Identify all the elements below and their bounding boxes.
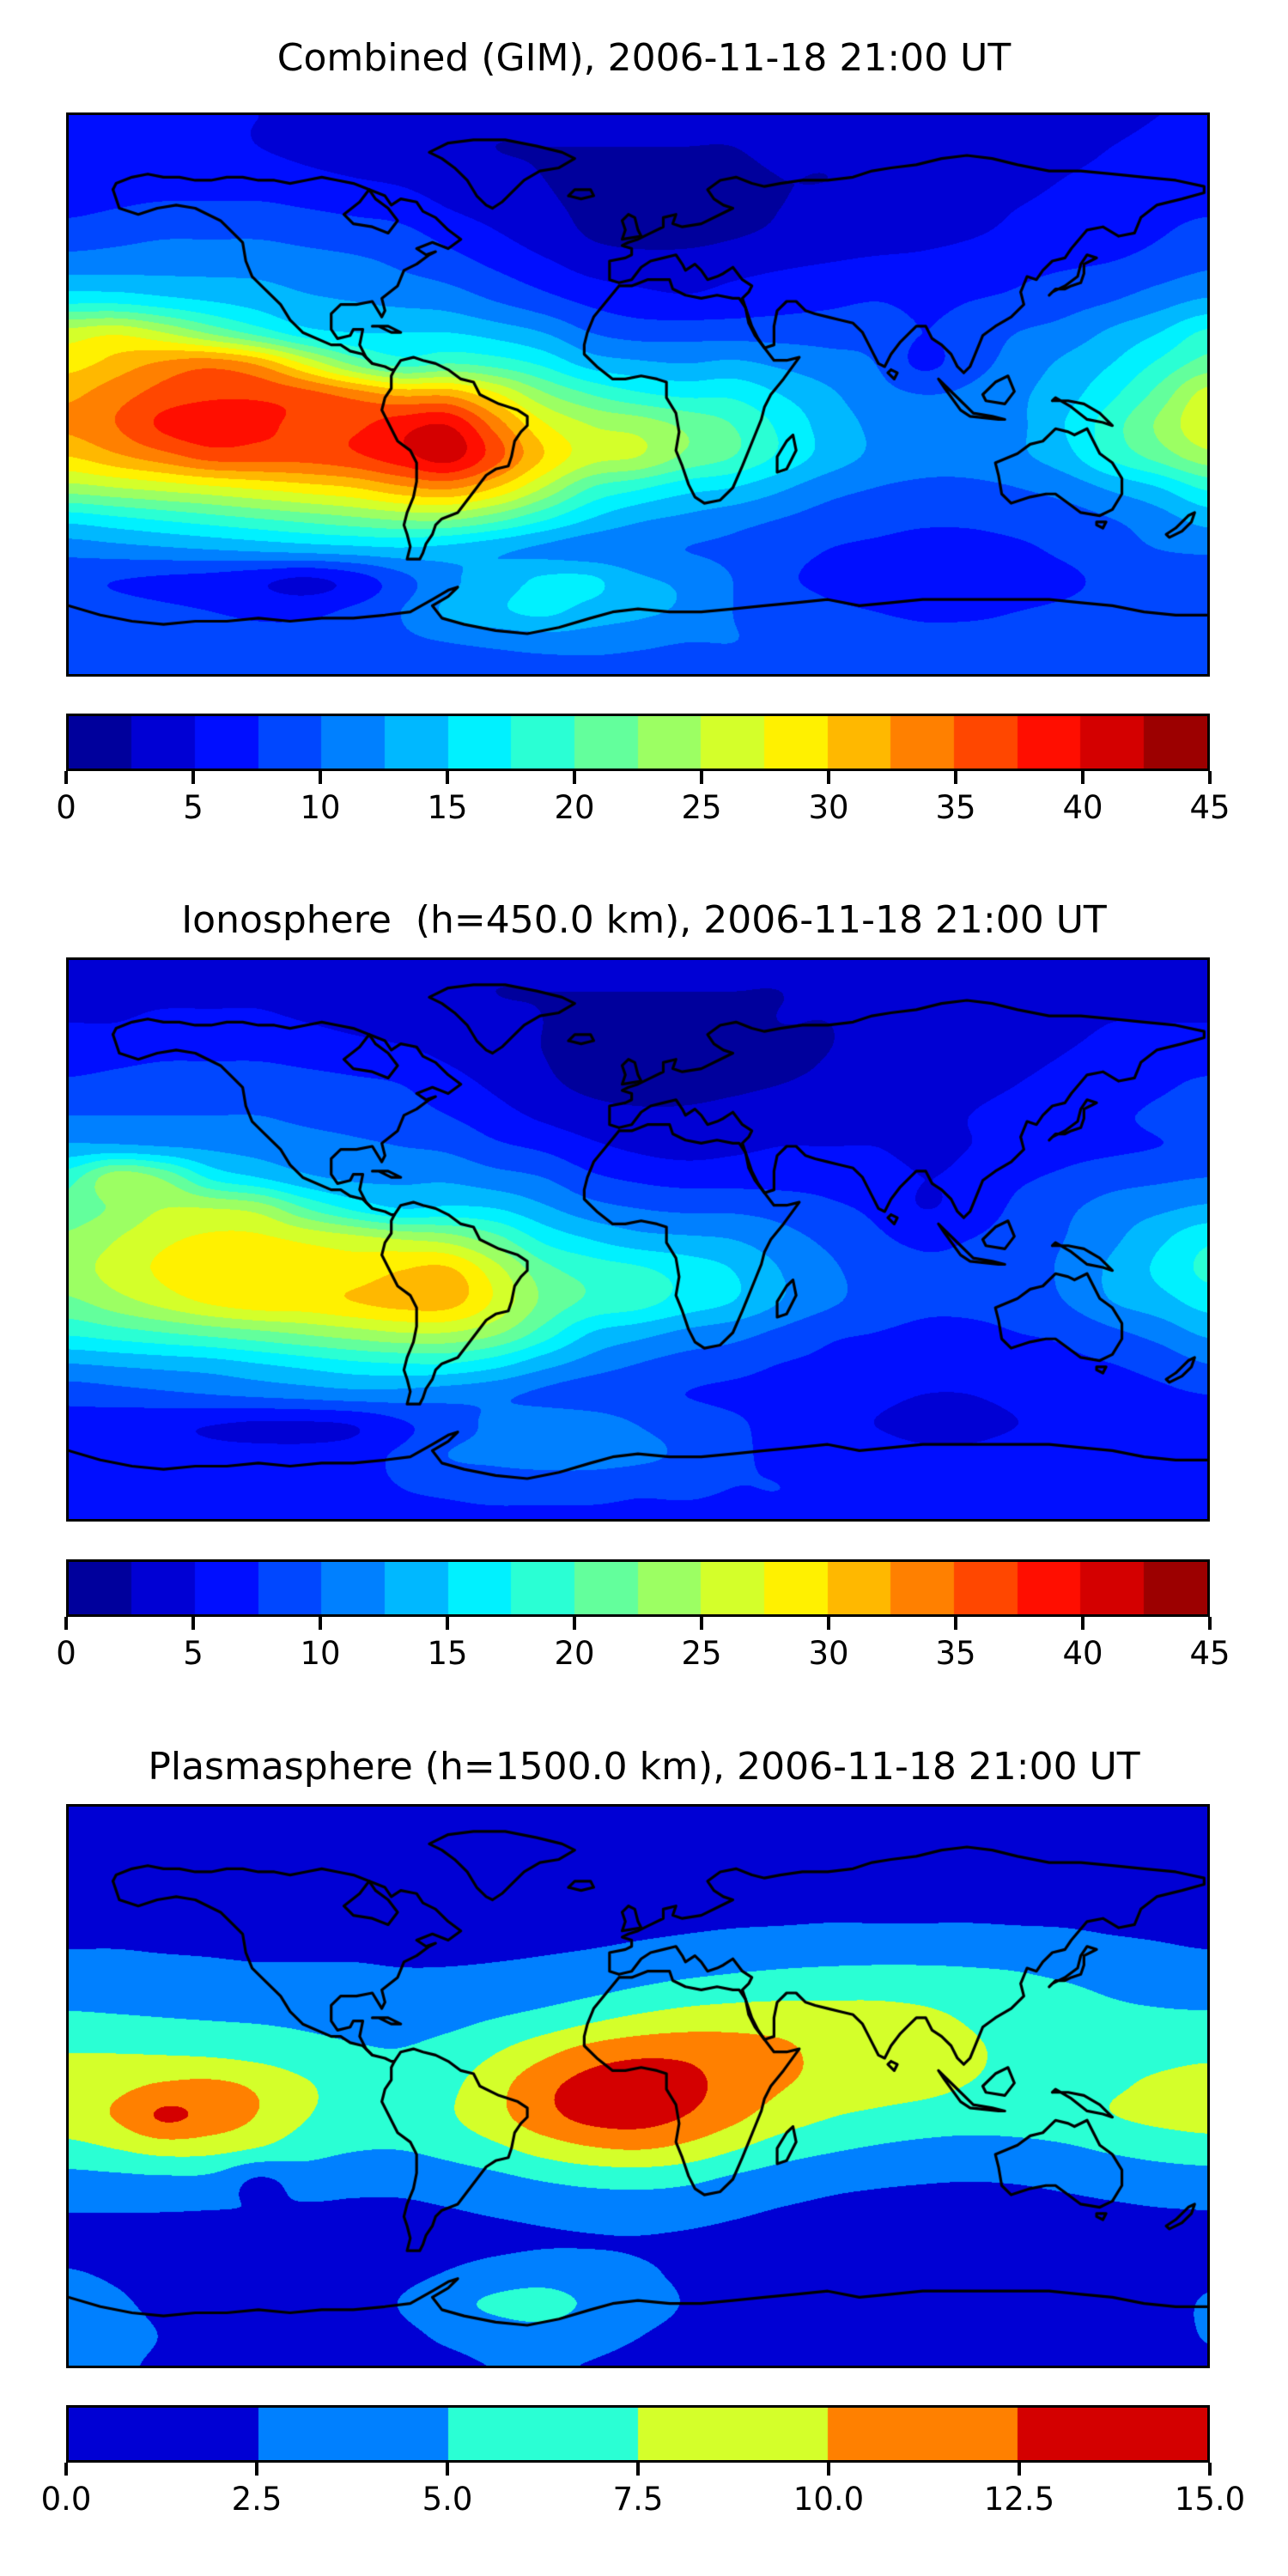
colorbar-tick <box>319 1617 322 1630</box>
colorbar-tick-label: 35 <box>935 1635 976 1672</box>
colorbar-tick <box>700 1617 703 1630</box>
colorbar-ticks-plasmasphere <box>0 2463 1288 2476</box>
colorbar-tick-label: 5 <box>183 1635 204 1672</box>
colorbar-tick-label: 25 <box>681 1635 722 1672</box>
colorbar-tick <box>827 1617 830 1630</box>
colorbar-labels-ionosphere: 0 5 10 15 20 25 30 35 40 45 <box>0 1635 1288 1678</box>
map-panel-combined <box>66 112 1210 677</box>
plasmasphere-map-canvas <box>69 1807 1207 2366</box>
panel-title-ionosphere: Ionosphere (h=450.0 km), 2006-11-18 21:0… <box>181 898 1107 942</box>
colorbar-tick <box>446 771 449 784</box>
colorbar-tick-label: 12.5 <box>983 2481 1055 2518</box>
colorbar-tick-label: 15 <box>427 789 468 826</box>
colorbar-ticks-ionosphere <box>0 1617 1288 1631</box>
colorbar-ionosphere <box>66 1559 1210 1617</box>
colorbar-tick <box>191 1617 195 1630</box>
colorbar-tick-label: 0 <box>56 1635 76 1672</box>
colorbar-tick-label: 45 <box>1189 789 1230 826</box>
colorbar-tick-label: 30 <box>808 789 849 826</box>
colorbar-combined-canvas <box>69 716 1207 769</box>
colorbar-tick-label: 35 <box>935 789 976 826</box>
colorbar-plasmasphere <box>66 2405 1210 2463</box>
colorbar-labels-combined: 0 5 10 15 20 25 30 35 40 45 <box>0 789 1288 832</box>
colorbar-tick <box>446 2463 449 2476</box>
colorbar-tick <box>954 1617 957 1630</box>
colorbar-labels-plasmasphere: 0.0 2.5 5.0 7.5 10.0 12.5 15.0 <box>0 2481 1288 2524</box>
colorbar-tick-label: 30 <box>808 1635 849 1672</box>
colorbar-tick-label: 10 <box>300 789 341 826</box>
colorbar-tick <box>64 1617 68 1630</box>
map-panel-plasmasphere <box>66 1804 1210 2368</box>
ionosphere-map-canvas <box>69 960 1207 1519</box>
colorbar-tick-label: 25 <box>681 789 722 826</box>
colorbar-tick-label: 5 <box>183 789 204 826</box>
colorbar-ionosphere-canvas <box>69 1562 1207 1614</box>
colorbar-tick <box>954 771 957 784</box>
colorbar-tick <box>636 2463 640 2476</box>
colorbar-tick-label: 2.5 <box>231 2481 283 2518</box>
colorbar-tick-label: 10.0 <box>793 2481 865 2518</box>
colorbar-tick <box>1081 1617 1084 1630</box>
colorbar-tick <box>319 771 322 784</box>
colorbar-tick-label: 45 <box>1189 1635 1230 1672</box>
colorbar-tick <box>255 2463 258 2476</box>
colorbar-tick-label: 40 <box>1062 1635 1103 1672</box>
colorbar-tick-label: 15 <box>427 1635 468 1672</box>
panel-title-plasmasphere: Plasmasphere (h=1500.0 km), 2006-11-18 2… <box>148 1745 1140 1789</box>
colorbar-tick <box>1208 771 1212 784</box>
combined-map-canvas <box>69 115 1207 674</box>
colorbar-tick <box>446 1617 449 1630</box>
colorbar-plasmasphere-canvas <box>69 2408 1207 2460</box>
colorbar-combined <box>66 714 1210 771</box>
colorbar-tick <box>64 771 68 784</box>
colorbar-tick <box>827 771 830 784</box>
colorbar-tick-label: 0.0 <box>40 2481 92 2518</box>
colorbar-tick-label: 10 <box>300 1635 341 1672</box>
colorbar-tick <box>573 1617 576 1630</box>
colorbar-ticks-combined <box>0 771 1288 785</box>
colorbar-tick-label: 40 <box>1062 789 1103 826</box>
colorbar-tick <box>573 771 576 784</box>
colorbar-tick <box>1018 2463 1021 2476</box>
colorbar-tick-label: 20 <box>554 789 595 826</box>
colorbar-tick <box>1208 2463 1212 2476</box>
colorbar-tick-label: 5.0 <box>422 2481 473 2518</box>
colorbar-tick <box>700 771 703 784</box>
colorbar-tick-label: 0 <box>56 789 76 826</box>
colorbar-tick-label: 15.0 <box>1174 2481 1246 2518</box>
colorbar-tick <box>827 2463 830 2476</box>
colorbar-tick-label: 7.5 <box>612 2481 664 2518</box>
colorbar-tick <box>64 2463 68 2476</box>
colorbar-tick <box>1208 1617 1212 1630</box>
map-panel-ionosphere <box>66 957 1210 1522</box>
panel-title-combined: Combined (GIM), 2006-11-18 21:00 UT <box>276 36 1012 80</box>
colorbar-tick <box>191 771 195 784</box>
colorbar-tick-label: 20 <box>554 1635 595 1672</box>
colorbar-tick <box>1081 771 1084 784</box>
